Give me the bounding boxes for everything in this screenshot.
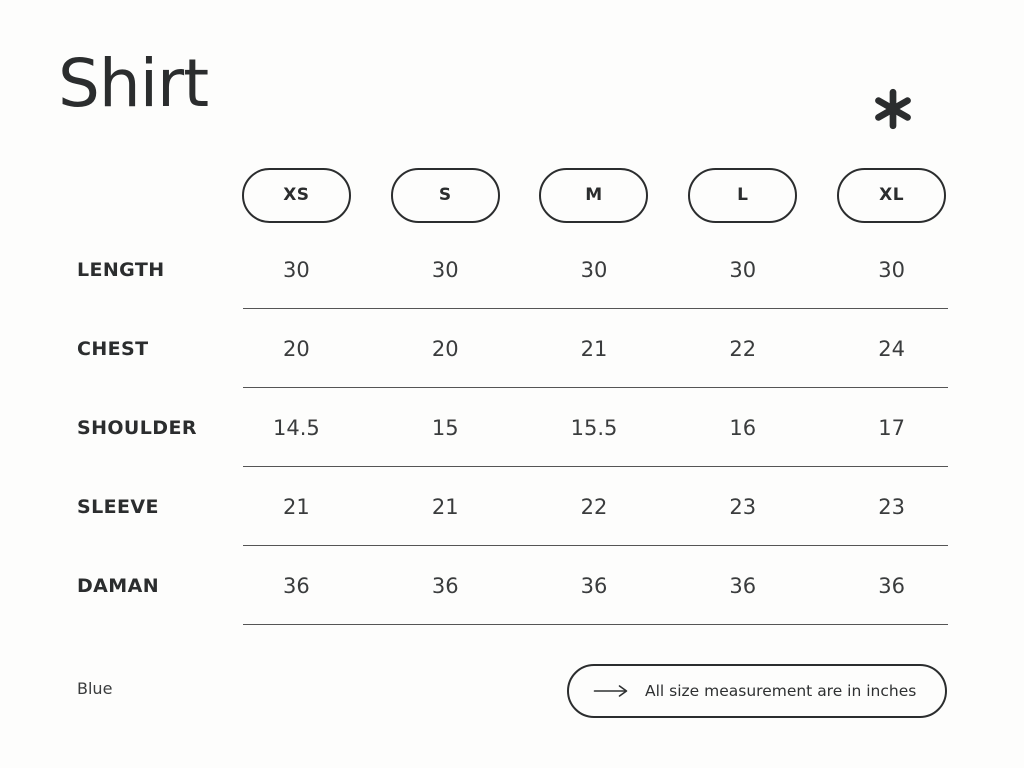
size-pill-label: XS — [283, 185, 310, 205]
cell-value: 21 — [431, 494, 459, 519]
cell-value: 30 — [431, 257, 459, 282]
cell-value: 23 — [729, 494, 757, 519]
size-pill-l[interactable]: L — [688, 167, 798, 223]
size-chart-table: XS S M L XL LENGTH 30 30 30 30 30 CHEST … — [75, 160, 966, 625]
size-pill-label: M — [585, 185, 603, 205]
cell-value: 14.5 — [273, 415, 320, 440]
cell-value: 30 — [283, 257, 310, 282]
row-label: SLEEVE — [77, 495, 159, 518]
cell-value: 30 — [729, 257, 757, 282]
units-note-pill: All size measurement are in inches — [567, 664, 947, 718]
row-label: LENGTH — [77, 258, 165, 281]
cell-value: 36 — [580, 573, 608, 598]
table-row-daman: DAMAN 36 36 36 36 36 — [75, 546, 966, 625]
cell-value: 22 — [580, 494, 608, 519]
row-label: DAMAN — [77, 574, 159, 597]
size-header-row: XS S M L XL — [75, 160, 966, 230]
cell-value: 36 — [878, 573, 905, 598]
size-pill-s[interactable]: S — [390, 167, 500, 223]
row-divider — [243, 624, 948, 625]
cell-value: 36 — [729, 573, 757, 598]
cell-value: 21 — [580, 336, 608, 361]
cell-value: 21 — [283, 494, 310, 519]
cell-value: 23 — [878, 494, 905, 519]
cell-value: 36 — [283, 573, 310, 598]
table-row-length: LENGTH 30 30 30 30 30 — [75, 230, 966, 309]
color-variant-label: Blue — [77, 679, 113, 698]
row-divider — [243, 466, 948, 467]
cell-value: 15 — [431, 415, 459, 440]
cell-value: 30 — [580, 257, 608, 282]
cell-value: 22 — [729, 336, 757, 361]
asterisk-icon — [870, 86, 916, 132]
cell-value: 16 — [729, 415, 757, 440]
row-divider — [243, 308, 948, 309]
cell-value: 15.5 — [570, 415, 618, 440]
size-pill-m[interactable]: M — [539, 167, 649, 223]
size-pill-label: XL — [879, 185, 905, 205]
row-label: CHEST — [77, 337, 149, 360]
row-divider — [243, 545, 948, 546]
cell-value: 24 — [878, 336, 905, 361]
cell-value: 30 — [878, 257, 905, 282]
right-arrow-icon — [593, 684, 629, 698]
cell-value: 36 — [431, 573, 459, 598]
size-pill-label: L — [737, 185, 749, 205]
size-pill-xs[interactable]: XS — [241, 167, 351, 223]
row-divider — [243, 387, 948, 388]
table-row-chest: CHEST 20 20 21 22 24 — [75, 309, 966, 388]
size-pill-xl[interactable]: XL — [837, 167, 947, 223]
row-label: SHOULDER — [77, 416, 197, 439]
table-row-shoulder: SHOULDER 14.5 15 15.5 16 17 — [75, 388, 966, 467]
cell-value: 17 — [878, 415, 905, 440]
table-row-sleeve: SLEEVE 21 21 22 23 23 — [75, 467, 966, 546]
cell-value: 20 — [283, 336, 310, 361]
units-note-text: All size measurement are in inches — [645, 682, 917, 700]
cell-value: 20 — [431, 336, 459, 361]
size-pill-label: S — [438, 185, 452, 205]
page-title: Shirt — [58, 45, 209, 122]
